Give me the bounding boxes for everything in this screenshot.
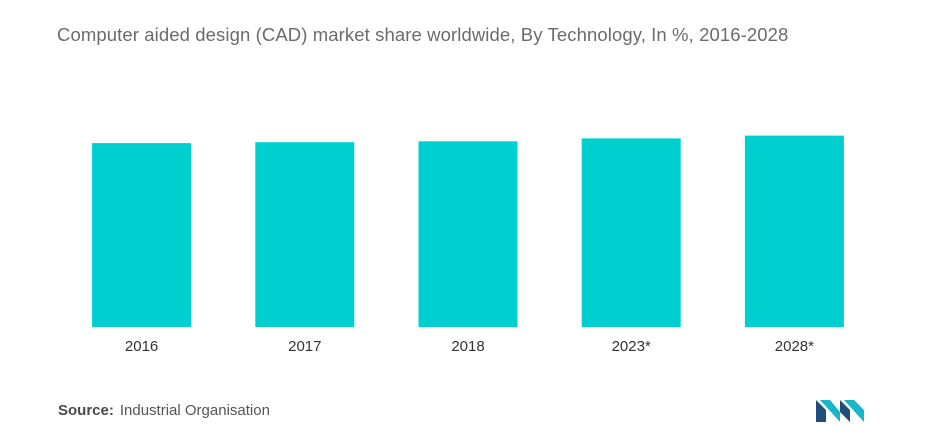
source-text: Industrial Organisation	[119, 402, 270, 419]
x-tick-label: 2018	[451, 338, 484, 355]
x-tick-labels: 2016 2017 2018 2023* 2028*	[125, 338, 814, 355]
source-label: Source:	[58, 402, 114, 419]
x-tick-label: 2017	[288, 338, 321, 355]
bar-2023-est	[581, 138, 681, 327]
x-tick-label: 2023*	[612, 338, 651, 355]
bars-group	[92, 135, 844, 327]
bar-2017	[255, 142, 355, 327]
bar-2028-est	[744, 135, 844, 327]
chart-title: Computer aided design (CAD) market share…	[57, 24, 789, 45]
mordor-intelligence-logo-icon	[816, 400, 864, 422]
bar-2016	[92, 143, 192, 327]
source-note: Source: Industrial Organisation	[58, 402, 270, 419]
x-tick-label: 2016	[125, 338, 158, 355]
bar-2018	[418, 141, 518, 327]
bar-chart: 2016 2017 2018 2023* 2028*	[92, 135, 844, 355]
x-tick-label: 2028*	[775, 338, 814, 355]
